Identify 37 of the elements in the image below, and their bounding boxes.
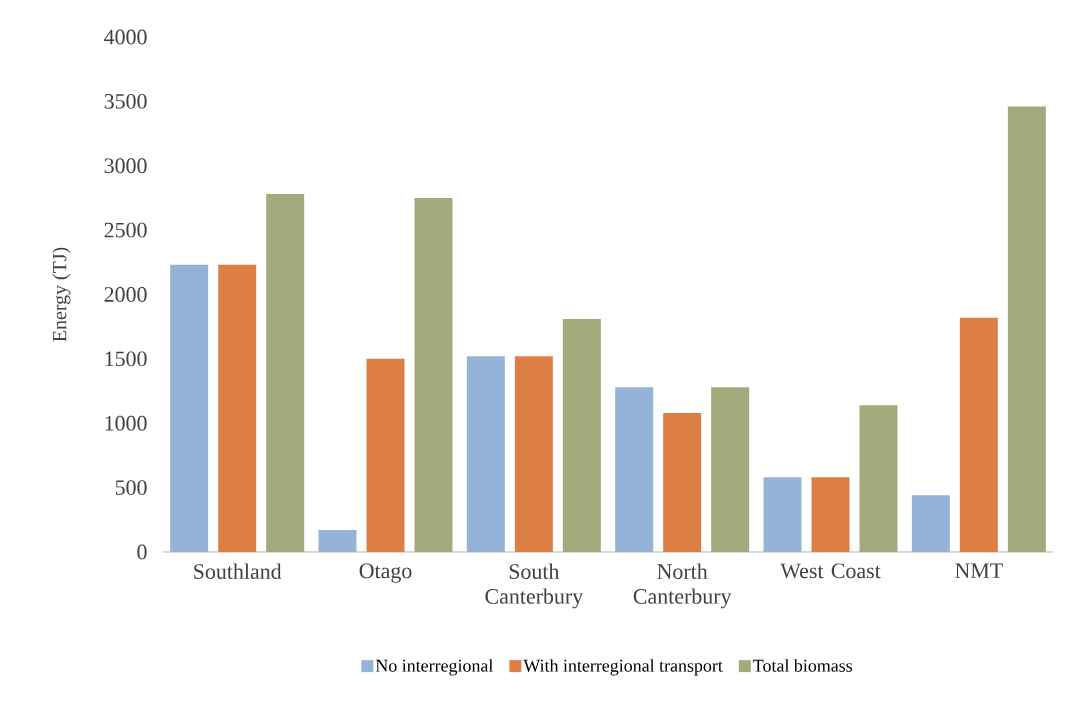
y-tick-label: 3500 — [104, 93, 147, 109]
x-tick-label: West Coast — [780, 563, 881, 579]
legend-label: No interregional — [375, 659, 494, 676]
bar — [170, 264, 209, 552]
y-tick-label: 500 — [115, 480, 147, 496]
legend-label: Total biomass — [753, 659, 853, 672]
bar — [266, 194, 305, 552]
bar — [811, 477, 850, 552]
bar — [911, 495, 950, 552]
bar — [615, 387, 654, 552]
bar — [959, 317, 998, 552]
bar — [218, 264, 257, 552]
bar — [514, 356, 553, 552]
x-tick-label: North Canterbury — [633, 563, 732, 609]
bar — [711, 387, 750, 552]
y-tick-label: 0 — [137, 544, 147, 560]
x-tick-label: Otago — [359, 563, 412, 583]
x-tick-label: NMT — [955, 563, 1003, 578]
x-tick-label: Southland — [194, 563, 282, 579]
bar — [763, 477, 802, 552]
y-axis-title: Energy (TJ) — [52, 247, 71, 342]
y-tick-label: 1500 — [105, 351, 147, 367]
bar — [859, 405, 898, 552]
bar — [318, 530, 357, 552]
y-tick-label: 1000 — [105, 415, 147, 431]
y-tick-label: 2500 — [104, 222, 147, 238]
bar — [663, 412, 702, 552]
bar — [562, 318, 601, 552]
bar — [1007, 106, 1046, 552]
legend-label: With interregional transport — [523, 659, 723, 676]
y-tick-label: 3000 — [104, 158, 147, 174]
bar — [366, 358, 405, 552]
x-tick-label: South Canterbury — [485, 563, 584, 609]
y-tick-label: 4000 — [104, 29, 147, 45]
bar — [414, 197, 453, 552]
bar — [466, 356, 505, 552]
y-tick-label: 2000 — [104, 287, 147, 302]
